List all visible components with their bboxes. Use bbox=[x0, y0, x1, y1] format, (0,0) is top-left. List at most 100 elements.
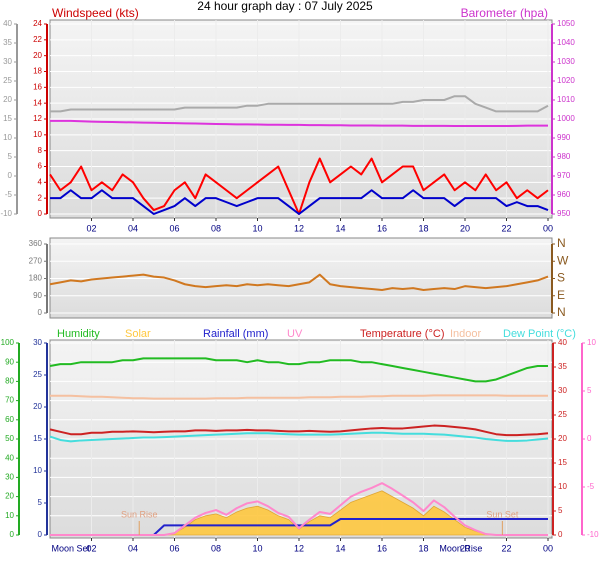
y-tick-label: 950 bbox=[557, 209, 571, 218]
y-tick-label: S bbox=[557, 271, 565, 285]
legend-label: Indoor bbox=[450, 328, 482, 340]
legend-label: UV bbox=[287, 328, 303, 340]
y-tick-label: 18 bbox=[33, 67, 42, 76]
x-tick-label: 08 bbox=[211, 543, 221, 553]
legend-label: Humidity bbox=[57, 328, 100, 340]
y-tick-label: 0 bbox=[10, 530, 15, 539]
y-tick-label: 100 bbox=[1, 338, 15, 347]
y-tick-label: 10 bbox=[587, 338, 596, 347]
y-tick-label: 60 bbox=[5, 415, 14, 424]
y-tick-label: 35 bbox=[558, 362, 567, 371]
y-axis-label: Windspeed (kts) bbox=[52, 6, 139, 20]
y-tick-label: 90 bbox=[33, 291, 42, 300]
y-tick-label: 990 bbox=[557, 133, 571, 142]
y-tick-label: 20 bbox=[33, 51, 42, 60]
y-tick-label: 25 bbox=[33, 370, 42, 379]
line bbox=[49, 431, 549, 443]
legend-label: Solar bbox=[125, 328, 151, 340]
x-tick-label: 18 bbox=[418, 543, 428, 553]
y-tick-label: 970 bbox=[557, 171, 571, 180]
y-tick-label: N bbox=[557, 305, 566, 319]
x-tick-label: 12 bbox=[294, 223, 304, 233]
x-tick-label: 08 bbox=[211, 223, 221, 233]
y-tick-label: 70 bbox=[5, 396, 14, 405]
y-tick-label: -10 bbox=[587, 530, 599, 539]
y-tick-label: 5 bbox=[558, 506, 563, 515]
y-tick-label: 360 bbox=[29, 239, 43, 248]
y-tick-label: 2 bbox=[38, 193, 43, 202]
y-tick-label: 8 bbox=[38, 146, 43, 155]
x-tick-label: 14 bbox=[335, 543, 345, 553]
y-tick-label: -10 bbox=[0, 209, 12, 218]
y-tick-label: 1050 bbox=[557, 19, 575, 28]
y-tick-label: 15 bbox=[3, 114, 12, 123]
y-tick-label: 0 bbox=[587, 434, 592, 443]
event-label: Moon Set bbox=[51, 543, 90, 553]
y-tick-label: 1020 bbox=[557, 76, 575, 85]
x-tick-label: 02 bbox=[86, 223, 96, 233]
y-tick-label: 5 bbox=[8, 152, 13, 161]
y-tick-label: 0 bbox=[38, 530, 43, 539]
y-tick-label: W bbox=[557, 253, 569, 267]
chart-title: 24 hour graph day : 07 July 2025 bbox=[197, 0, 373, 13]
x-tick-label: 02 bbox=[86, 543, 96, 553]
x-tick-label: 22 bbox=[501, 543, 511, 553]
y-tick-label: -5 bbox=[5, 190, 13, 199]
x-tick-label: 18 bbox=[418, 223, 428, 233]
line bbox=[50, 189, 549, 215]
y-tick-label: 15 bbox=[558, 458, 567, 467]
x-tick-label: 06 bbox=[169, 223, 179, 233]
y-tick-label: 40 bbox=[3, 19, 12, 28]
y-tick-label: 80 bbox=[5, 377, 14, 386]
line bbox=[50, 95, 549, 113]
line bbox=[50, 482, 548, 536]
x-tick-label: 04 bbox=[128, 543, 138, 553]
y-tick-label: 10 bbox=[33, 130, 42, 139]
y-tick-label: 40 bbox=[558, 338, 567, 347]
y-tick-label: 16 bbox=[33, 82, 42, 91]
y-tick-label: 1030 bbox=[557, 57, 575, 66]
y-tick-label: 0 bbox=[8, 171, 13, 180]
legend-label: Rainfall (mm) bbox=[203, 328, 268, 340]
y-tick-label: 20 bbox=[3, 95, 12, 104]
y-tick-label: 22 bbox=[33, 35, 42, 44]
y-tick-label: 15 bbox=[33, 434, 42, 443]
x-tick-label: 14 bbox=[335, 223, 345, 233]
line bbox=[49, 357, 548, 383]
x-tick-label: 12 bbox=[294, 543, 304, 553]
line bbox=[49, 273, 549, 291]
x-tick-label: 00 bbox=[543, 223, 553, 233]
y-tick-label: 10 bbox=[558, 482, 567, 491]
y-tick-label: 1000 bbox=[557, 114, 575, 123]
y-tick-label: 180 bbox=[29, 274, 43, 283]
y-tick-label: -5 bbox=[587, 482, 595, 491]
y-tick-label: 20 bbox=[33, 402, 42, 411]
y-tick-label: 20 bbox=[558, 434, 567, 443]
y-tick-label: 35 bbox=[3, 38, 12, 47]
x-tick-label: 16 bbox=[377, 223, 387, 233]
y-tick-label: 0 bbox=[38, 308, 43, 317]
y-tick-label: 1040 bbox=[557, 38, 575, 47]
y-tick-label: 0 bbox=[558, 530, 563, 539]
legend-label: Dew Point (°C) bbox=[503, 328, 576, 340]
x-tick-label: 00 bbox=[543, 543, 553, 553]
y-tick-label: E bbox=[557, 288, 565, 302]
y-tick-label: 25 bbox=[3, 76, 12, 85]
x-tick-label: 22 bbox=[501, 223, 511, 233]
y-tick-label: 30 bbox=[3, 57, 12, 66]
x-tick-label: 20 bbox=[460, 543, 470, 553]
x-tick-label: 20 bbox=[460, 223, 470, 233]
y-tick-label: 30 bbox=[33, 338, 42, 347]
y-tick-label: 5 bbox=[587, 386, 592, 395]
x-tick-label: 06 bbox=[169, 543, 179, 553]
event-label: Sun Rise bbox=[121, 509, 158, 519]
y-tick-label: 960 bbox=[557, 190, 571, 199]
y-tick-label: 10 bbox=[5, 511, 14, 520]
line bbox=[49, 424, 549, 437]
y2-axis-label: Barometer (hpa) bbox=[461, 6, 548, 20]
y-tick-label: 1010 bbox=[557, 95, 575, 104]
y-tick-label: 40 bbox=[5, 453, 14, 462]
y-tick-label: 12 bbox=[33, 114, 42, 123]
x-tick-label: 04 bbox=[128, 223, 138, 233]
